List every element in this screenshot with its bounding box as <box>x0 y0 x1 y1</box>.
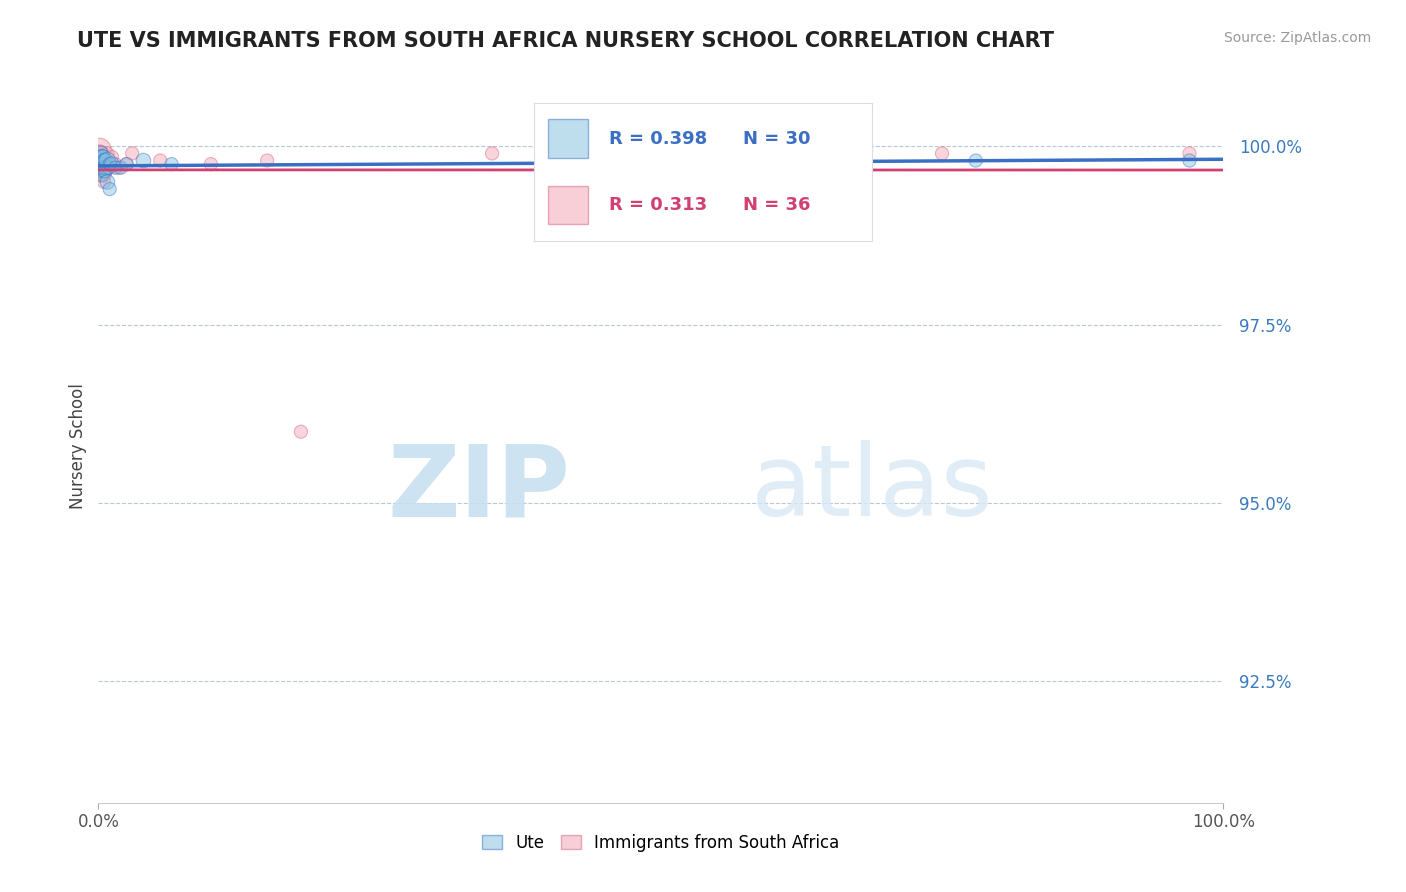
Point <box>90 153 112 168</box>
Point <box>89 157 111 171</box>
Point <box>160 157 183 171</box>
Point <box>96 175 118 189</box>
Point <box>94 164 117 178</box>
Point <box>96 161 118 175</box>
Point <box>1178 153 1201 168</box>
Point <box>89 146 111 161</box>
Point <box>91 168 114 182</box>
Point <box>89 164 111 178</box>
Point <box>93 153 115 168</box>
Point <box>90 157 112 171</box>
Point <box>706 153 728 168</box>
Point <box>89 157 111 171</box>
Point <box>115 157 138 171</box>
Point <box>89 143 111 157</box>
Point <box>89 164 111 178</box>
Point <box>290 425 312 439</box>
Text: R = 0.313: R = 0.313 <box>609 196 707 214</box>
Point <box>101 157 124 171</box>
Text: ZIP: ZIP <box>388 441 571 537</box>
Point <box>98 182 121 196</box>
Text: R = 0.398: R = 0.398 <box>609 129 707 147</box>
Text: UTE VS IMMIGRANTS FROM SOUTH AFRICA NURSERY SCHOOL CORRELATION CHART: UTE VS IMMIGRANTS FROM SOUTH AFRICA NURS… <box>77 31 1054 51</box>
Point <box>90 146 112 161</box>
Point <box>200 157 222 171</box>
Point <box>91 161 114 175</box>
Point <box>97 161 120 175</box>
Point <box>90 161 112 175</box>
Point <box>91 157 114 171</box>
Point <box>132 153 155 168</box>
Point <box>110 161 132 175</box>
Point <box>149 153 172 168</box>
Point <box>96 153 118 168</box>
Point <box>931 146 953 161</box>
Text: N = 36: N = 36 <box>744 196 811 214</box>
Point <box>101 150 124 164</box>
FancyBboxPatch shape <box>548 120 588 158</box>
Point <box>104 161 127 175</box>
Point <box>90 150 112 164</box>
Point <box>90 157 112 171</box>
Point <box>90 150 112 164</box>
Point <box>89 150 111 164</box>
Point <box>90 146 112 161</box>
Point <box>91 150 114 164</box>
Point <box>481 146 503 161</box>
Y-axis label: Nursery School: Nursery School <box>69 383 87 509</box>
Point <box>104 157 127 171</box>
Point <box>90 164 112 178</box>
Point <box>89 153 111 168</box>
Point <box>93 164 115 178</box>
Point <box>115 157 138 171</box>
Text: Source: ZipAtlas.com: Source: ZipAtlas.com <box>1223 31 1371 45</box>
Point <box>96 161 118 175</box>
Text: N = 30: N = 30 <box>744 129 811 147</box>
Legend: Ute, Immigrants from South Africa: Ute, Immigrants from South Africa <box>475 828 846 859</box>
Point <box>98 157 121 171</box>
Point <box>93 175 115 189</box>
Point <box>98 161 121 175</box>
Point <box>965 153 987 168</box>
Point <box>93 168 115 182</box>
Point <box>89 153 111 168</box>
Point <box>706 146 728 161</box>
Point <box>256 153 278 168</box>
Point <box>121 146 143 161</box>
Point <box>93 153 115 168</box>
Point <box>90 168 112 182</box>
Point <box>90 161 112 175</box>
Point <box>96 146 118 161</box>
Point <box>91 150 114 164</box>
Point <box>1178 146 1201 161</box>
Point <box>94 153 117 168</box>
Point <box>107 161 129 175</box>
Point <box>94 164 117 178</box>
FancyBboxPatch shape <box>548 186 588 224</box>
Point <box>89 168 111 182</box>
Point <box>89 150 111 164</box>
Text: atlas: atlas <box>751 441 993 537</box>
